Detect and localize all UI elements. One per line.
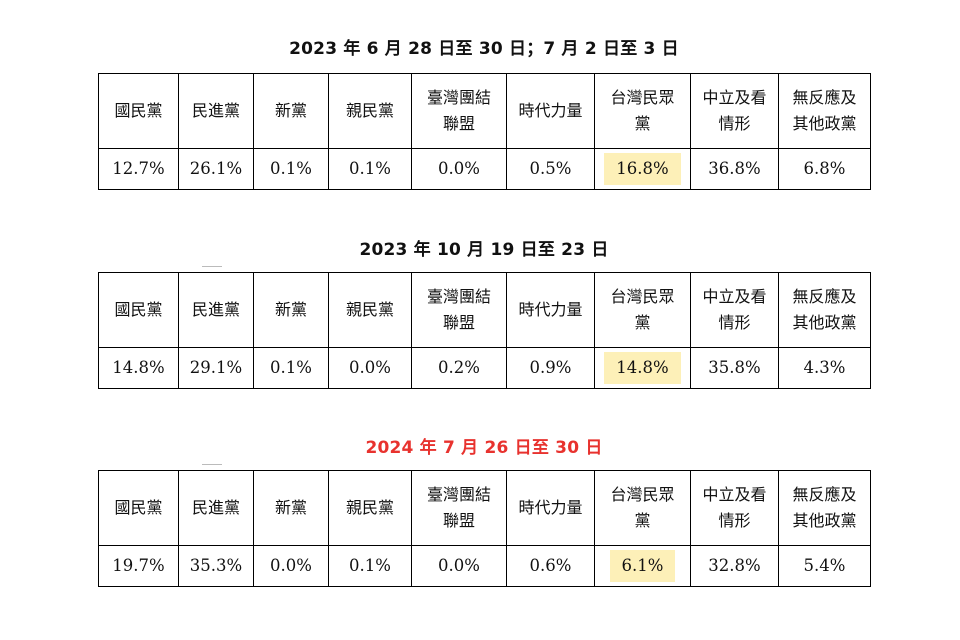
value-cell: 0.5% — [506, 148, 595, 190]
value-cell: 4.3% — [778, 347, 871, 389]
value-row: 12.7% 26.1% 0.1% 0.1% 0.0% 0.5% 16.8% 36… — [98, 148, 871, 190]
header-cell: 親民黨 — [328, 73, 412, 149]
value-cell: 0.2% — [411, 347, 507, 389]
header-cell: 親民黨 — [328, 470, 412, 546]
header-cell: 時代力量 — [506, 470, 595, 546]
value-cell: 0.1% — [253, 347, 329, 389]
table-title: 2024 年 7 月 26 日至 30 日 — [365, 438, 603, 458]
value-cell: 0.1% — [328, 545, 412, 587]
value-cell: 26.1% — [178, 148, 254, 190]
value-cell: 0.0% — [411, 148, 507, 190]
value-cell: 36.8% — [690, 148, 779, 190]
header-cell: 台灣民眾黨 — [594, 73, 691, 149]
header-cell: 中立及看 情形 — [690, 272, 779, 348]
value-cell: 19.7% — [98, 545, 179, 587]
header-row: 國民黨 民進黨 新黨 親民黨 臺灣團結 聯盟 時代力量 台灣民眾黨 中立及看 情形 … — [98, 272, 871, 348]
value-cell: 32.8% — [690, 545, 779, 587]
header-cell: 新黨 — [253, 272, 329, 348]
header-cell: 親民黨 — [328, 272, 412, 348]
header-cell: 民進黨 — [178, 73, 254, 149]
poll-table: 國民黨 民進黨 新黨 親民黨 臺灣團結 聯盟 時代力量 台灣民眾黨 中立及看 情形 … — [98, 470, 871, 587]
poll-table: 國民黨 民進黨 新黨 親民黨 臺灣團結 聯盟 時代力量 台灣民眾黨 中立及看 情形 … — [98, 73, 871, 190]
value-row: 19.7% 35.3% 0.0% 0.1% 0.0% 0.6% 6.1% 32.… — [98, 545, 871, 587]
value-cell-highlighted: 16.8% — [594, 148, 691, 190]
value-cell-highlighted: 6.1% — [594, 545, 691, 587]
value-cell: 0.6% — [506, 545, 595, 587]
value-cell: 0.0% — [411, 545, 507, 587]
table-title: 2023 年 10 月 19 日至 23 日 — [359, 240, 609, 260]
value-cell: 0.1% — [253, 148, 329, 190]
value-cell: 0.0% — [253, 545, 329, 587]
value-cell: 6.8% — [778, 148, 871, 190]
highlight-mark: 14.8% — [604, 352, 681, 384]
header-row: 國民黨 民進黨 新黨 親民黨 臺灣團結 聯盟 時代力量 台灣民眾黨 中立及看 情形 … — [98, 73, 871, 149]
header-cell: 中立及看 情形 — [690, 470, 779, 546]
value-cell: 29.1% — [178, 347, 254, 389]
header-cell: 臺灣團結 聯盟 — [411, 470, 507, 546]
poll-table: 國民黨 民進黨 新黨 親民黨 臺灣團結 聯盟 時代力量 台灣民眾黨 中立及看 情形 … — [98, 272, 871, 389]
scan-mark — [202, 266, 222, 267]
value-cell: 5.4% — [778, 545, 871, 587]
value-cell: 35.8% — [690, 347, 779, 389]
scan-mark — [202, 464, 222, 465]
header-cell: 中立及看 情形 — [690, 73, 779, 149]
header-row: 國民黨 民進黨 新黨 親民黨 臺灣團結 聯盟 時代力量 台灣民眾黨 中立及看 情形 … — [98, 470, 871, 546]
header-cell: 臺灣團結 聯盟 — [411, 73, 507, 149]
value-cell: 14.8% — [98, 347, 179, 389]
value-row: 14.8% 29.1% 0.1% 0.0% 0.2% 0.9% 14.8% 35… — [98, 347, 871, 389]
header-cell: 國民黨 — [98, 272, 179, 348]
highlight-mark: 16.8% — [604, 153, 681, 185]
header-cell: 民進黨 — [178, 272, 254, 348]
header-cell: 時代力量 — [506, 73, 595, 149]
table-title: 2023 年 6 月 28 日至 30 日；7 月 2 日至 3 日 — [289, 39, 679, 59]
header-cell: 新黨 — [253, 470, 329, 546]
header-cell: 時代力量 — [506, 272, 595, 348]
highlight-mark: 6.1% — [609, 550, 676, 582]
header-cell: 民進黨 — [178, 470, 254, 546]
value-cell: 35.3% — [178, 545, 254, 587]
header-cell: 新黨 — [253, 73, 329, 149]
header-cell: 無反應及 其他政黨 — [778, 470, 871, 546]
value-cell: 0.1% — [328, 148, 412, 190]
value-cell: 0.9% — [506, 347, 595, 389]
header-cell: 台灣民眾黨 — [594, 470, 691, 546]
header-cell: 國民黨 — [98, 470, 179, 546]
value-cell: 0.0% — [328, 347, 412, 389]
header-cell: 臺灣團結 聯盟 — [411, 272, 507, 348]
header-cell: 國民黨 — [98, 73, 179, 149]
header-cell: 台灣民眾黨 — [594, 272, 691, 348]
value-cell-highlighted: 14.8% — [594, 347, 691, 389]
header-cell: 無反應及 其他政黨 — [778, 73, 871, 149]
value-cell: 12.7% — [98, 148, 179, 190]
header-cell: 無反應及 其他政黨 — [778, 272, 871, 348]
